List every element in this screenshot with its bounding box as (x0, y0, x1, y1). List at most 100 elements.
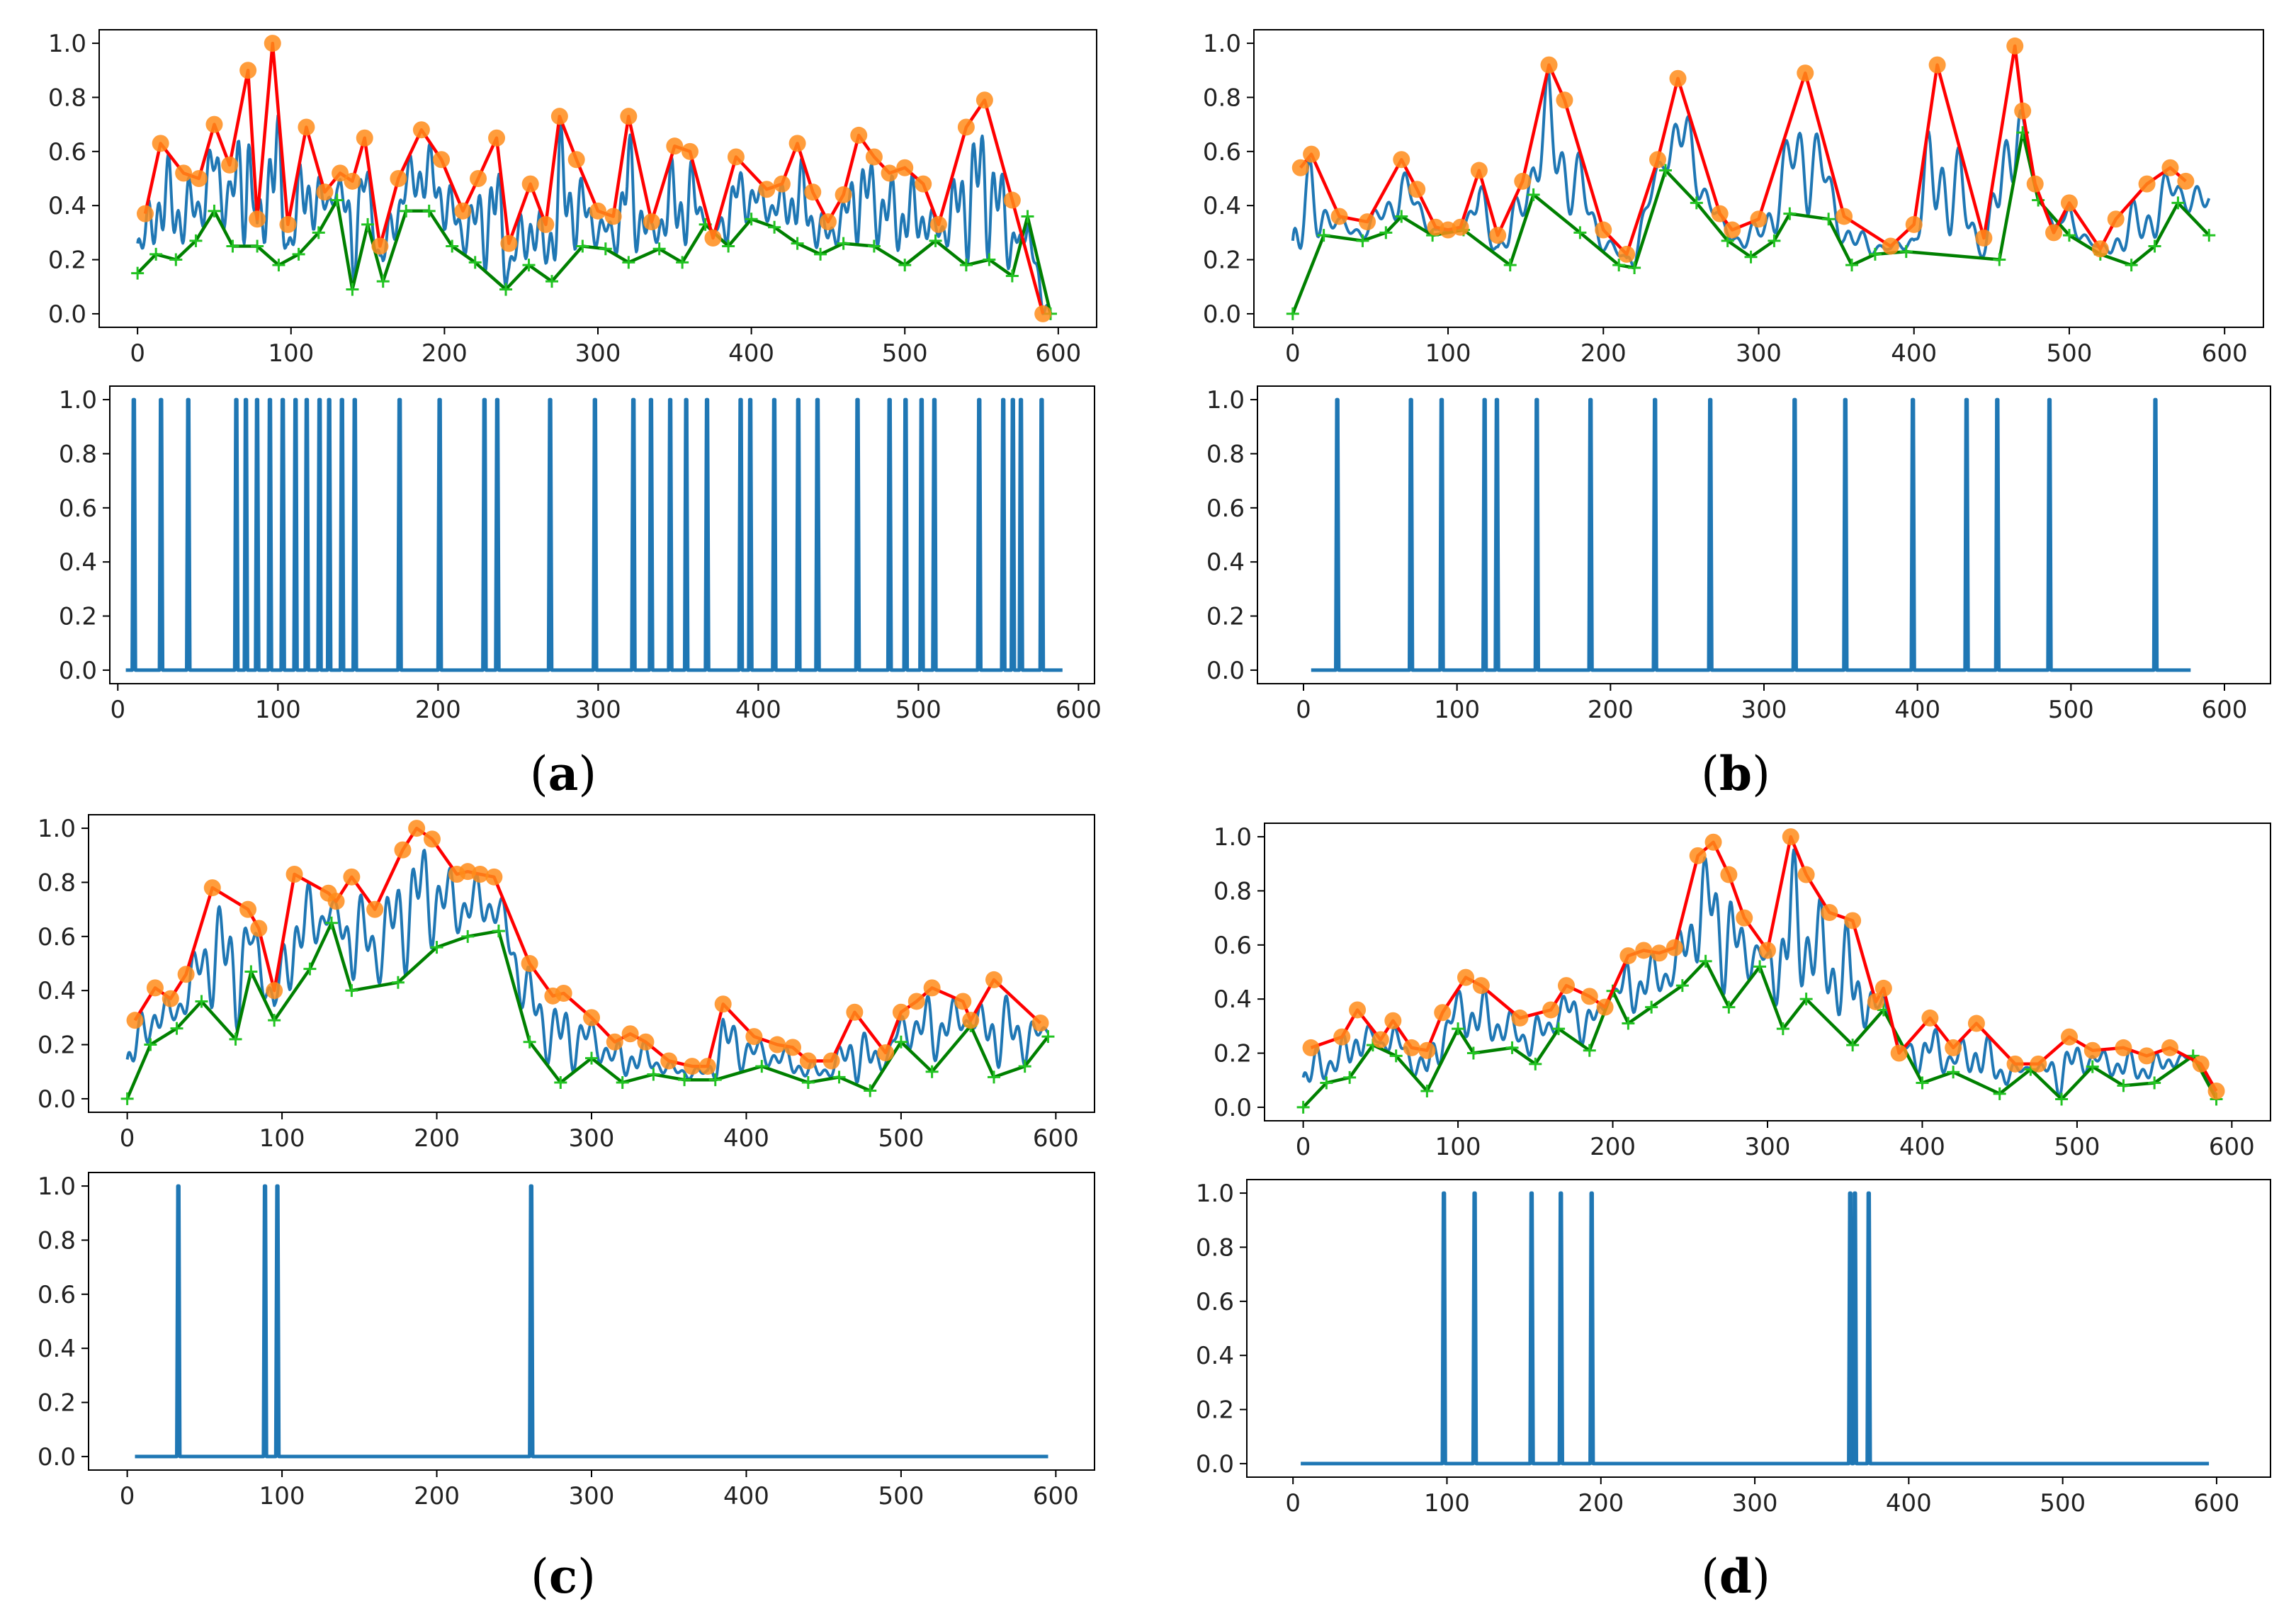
lower-envelope-marker (1776, 1022, 1789, 1036)
x-tick-label: 600 (1033, 1124, 1079, 1153)
lower-envelope-marker (1296, 1100, 1310, 1114)
x-tick-label: 0 (130, 339, 145, 368)
lower-envelope-marker (1768, 234, 1781, 247)
lower-envelope-marker (2055, 1092, 2069, 1106)
upper-envelope-marker (1759, 942, 1776, 959)
upper-envelope-marker (408, 820, 426, 837)
upper-envelope-marker (2115, 1039, 2132, 1056)
upper-envelope-marker (1669, 69, 1687, 87)
upper-envelope-marker (2083, 1041, 2101, 1059)
x-tick-label: 500 (895, 696, 941, 724)
upper-envelope-marker (1472, 977, 1490, 995)
lower-envelope-marker (422, 204, 436, 217)
upper-envelope-marker (1882, 237, 1899, 255)
upper-envelope-marker (1403, 1039, 1420, 1056)
lower-envelope-marker (983, 253, 996, 266)
lower-envelope-marker (208, 204, 221, 217)
lower-envelope-marker (2202, 229, 2216, 242)
x-tick-label: 600 (1035, 339, 1081, 368)
upper-envelope-marker (954, 993, 972, 1010)
lower-envelope-marker (1018, 1060, 1031, 1073)
upper-envelope-marker (637, 1033, 655, 1051)
lower-envelope-marker (2117, 1079, 2130, 1092)
lower-envelope-marker (195, 995, 208, 1008)
x-tick-label: 300 (1732, 1489, 1778, 1518)
upper-envelope-marker (285, 866, 303, 883)
upper-envelope-marker (1750, 210, 1768, 228)
x-tick-label: 600 (1056, 696, 1102, 724)
upper-envelope-marker (521, 955, 538, 972)
upper-envelope-marker (846, 1003, 864, 1021)
upper-envelope-marker (344, 172, 361, 190)
panel-a-top: 0 100 200 300 400 500 600 0.0 0.2 0.4 0.6 0.8 1.0 (48, 29, 1097, 368)
upper-envelope-marker (1945, 1039, 1962, 1056)
lower-envelope-marker (1379, 226, 1393, 239)
lower-envelope-marker (988, 1070, 1000, 1084)
panel-b-bottom: 0 100 200 300 400 500 600 0.0 0.2 0.4 0.6 0.8 1.0 (1206, 385, 2271, 724)
lower-envelope-marker (244, 965, 258, 978)
y-tick-label: 0.4 (1206, 548, 1245, 577)
x-tick-label: 0 (1285, 339, 1301, 368)
upper-envelope-marker (1975, 230, 1993, 247)
lower-envelope-marker (1389, 1049, 1403, 1063)
upper-envelope-marker (249, 210, 266, 228)
x-tick-label: 500 (2048, 696, 2094, 724)
upper-envelope-marker (1666, 939, 1683, 956)
upper-envelope-marker (371, 237, 389, 255)
panel-a-bottom: 0 100 200 300 400 500 600 0.0 0.2 0.4 0.6 0.8 1.0 (59, 385, 1102, 724)
x-tick-label: 600 (1033, 1482, 1079, 1510)
lower-envelope-marker (585, 1051, 598, 1065)
lower-envelope-marker (391, 976, 405, 989)
x-tick-label: 200 (414, 1482, 460, 1510)
upper-envelope-marker (412, 121, 430, 139)
upper-envelope-marker (819, 213, 837, 231)
lower-envelope-marker (1846, 1039, 1860, 1052)
y-tick-label: 0.0 (1203, 300, 1241, 329)
lower-envelope-marker (1628, 261, 1641, 274)
x-tick-label: 300 (1741, 696, 1787, 724)
lower-envelope-marker (499, 283, 513, 296)
upper-envelope-marker (2138, 175, 2156, 193)
y-tick-label: 0.8 (1214, 877, 1252, 905)
lower-envelope-marker (599, 242, 612, 256)
upper-envelope-marker (343, 868, 361, 886)
upper-envelope-marker (666, 137, 684, 155)
upper-envelope-marker (1797, 866, 1815, 883)
upper-envelope-marker (205, 115, 223, 133)
x-tick-label: 400 (1891, 339, 1937, 368)
upper-envelope-marker (1470, 162, 1488, 179)
lower-envelope-marker (251, 239, 264, 253)
upper-envelope-marker (745, 1028, 763, 1046)
x-tick-label: 100 (1424, 1489, 1470, 1518)
upper-envelope-marker (788, 135, 806, 152)
x-tick-label: 300 (1736, 339, 1782, 368)
y-tick-label: 0.4 (1196, 1342, 1234, 1370)
y-tick-label: 1.0 (48, 30, 86, 58)
upper-envelope-marker (316, 183, 334, 201)
lower-envelope-marker (864, 1084, 877, 1097)
y-tick-label: 0.6 (1206, 495, 1245, 523)
upper-envelope-marker (1967, 1015, 1985, 1032)
lower-envelope-marker (1675, 979, 1689, 993)
upper-envelope-marker (1836, 208, 1853, 225)
lower-envelope-marker (120, 1092, 134, 1105)
upper-envelope-marker (1797, 64, 1814, 82)
x-tick-label: 600 (2202, 339, 2248, 368)
upper-envelope-marker (714, 995, 732, 1013)
upper-envelope-marker (1434, 1004, 1452, 1022)
x-tick-label: 200 (414, 1124, 460, 1153)
upper-envelope-marker (1349, 1001, 1367, 1019)
lower-envelope-marker (755, 1060, 769, 1073)
x-tick-label: 500 (2047, 339, 2093, 368)
lower-envelope-marker (492, 925, 505, 938)
lower-envelope-marker (170, 1022, 183, 1035)
panel-d-bottom: 0 100 200 300 400 500 600 0.0 0.2 0.4 0.6 0.8 1.0 (1196, 1179, 2271, 1518)
lower-envelope-marker (1612, 259, 1626, 272)
upper-envelope-marker (266, 982, 283, 1000)
upper-envelope-marker (865, 148, 883, 166)
lower-envelope-marker (1744, 250, 1758, 264)
upper-envelope-marker (804, 183, 822, 201)
y-tick-label: 0.8 (1196, 1233, 1234, 1262)
y-tick-label: 0.2 (59, 603, 97, 631)
y-tick-label: 1.0 (38, 815, 76, 843)
